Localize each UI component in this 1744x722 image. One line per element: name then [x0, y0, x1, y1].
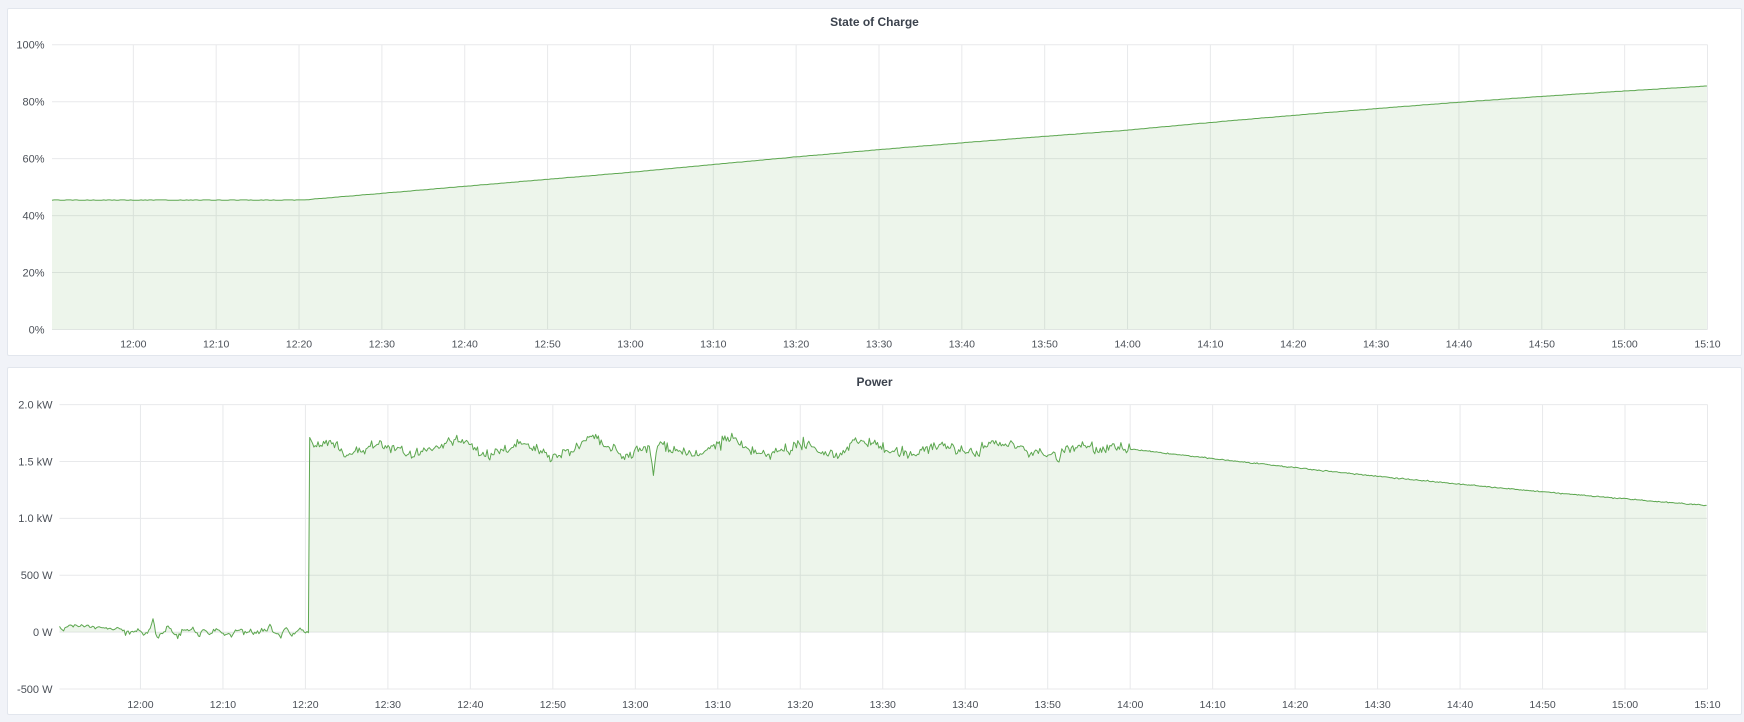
- svg-text:13:10: 13:10: [705, 699, 731, 711]
- svg-text:13:20: 13:20: [783, 339, 809, 351]
- svg-text:13:30: 13:30: [870, 699, 896, 711]
- svg-text:14:10: 14:10: [1200, 699, 1226, 711]
- svg-text:13:50: 13:50: [1035, 699, 1061, 711]
- svg-text:1.5 kW: 1.5 kW: [18, 456, 53, 468]
- svg-text:14:50: 14:50: [1529, 339, 1555, 351]
- svg-text:13:50: 13:50: [1032, 339, 1058, 351]
- svg-text:-500 W: -500 W: [17, 684, 53, 696]
- svg-text:12:00: 12:00: [127, 699, 153, 711]
- svg-text:15:00: 15:00: [1612, 699, 1638, 711]
- svg-text:14:20: 14:20: [1280, 339, 1306, 351]
- svg-text:13:40: 13:40: [952, 699, 978, 711]
- svg-text:14:30: 14:30: [1364, 699, 1390, 711]
- svg-text:20%: 20%: [22, 267, 44, 279]
- svg-text:14:00: 14:00: [1114, 339, 1140, 351]
- svg-text:500 W: 500 W: [21, 570, 53, 582]
- svg-text:12:20: 12:20: [286, 339, 312, 351]
- svg-text:12:30: 12:30: [375, 699, 401, 711]
- svg-text:0%: 0%: [29, 324, 45, 336]
- svg-text:14:00: 14:00: [1117, 699, 1143, 711]
- svg-text:2.0 kW: 2.0 kW: [18, 399, 53, 411]
- svg-text:13:10: 13:10: [700, 339, 726, 351]
- svg-text:12:10: 12:10: [210, 699, 236, 711]
- svg-text:15:10: 15:10: [1694, 699, 1720, 711]
- svg-text:80%: 80%: [22, 97, 44, 109]
- svg-text:13:30: 13:30: [866, 339, 892, 351]
- svg-text:12:20: 12:20: [292, 699, 318, 711]
- svg-text:1.0 kW: 1.0 kW: [18, 513, 53, 525]
- svg-text:13:20: 13:20: [787, 699, 813, 711]
- svg-text:12:10: 12:10: [203, 339, 229, 351]
- svg-text:0 W: 0 W: [33, 627, 53, 639]
- svg-text:12:30: 12:30: [369, 339, 395, 351]
- svg-text:14:20: 14:20: [1282, 699, 1308, 711]
- svg-text:14:50: 14:50: [1529, 699, 1555, 711]
- svg-text:12:00: 12:00: [120, 339, 146, 351]
- svg-text:15:10: 15:10: [1694, 339, 1720, 351]
- svg-text:12:40: 12:40: [457, 699, 483, 711]
- svg-text:13:40: 13:40: [949, 339, 975, 351]
- svg-text:Power: Power: [856, 375, 892, 389]
- svg-text:12:50: 12:50: [534, 339, 560, 351]
- svg-text:13:00: 13:00: [617, 339, 643, 351]
- svg-text:60%: 60%: [22, 153, 44, 165]
- svg-text:14:40: 14:40: [1447, 699, 1473, 711]
- svg-text:14:30: 14:30: [1363, 339, 1389, 351]
- svg-text:100%: 100%: [16, 40, 44, 52]
- svg-text:14:40: 14:40: [1446, 339, 1472, 351]
- svg-text:12:50: 12:50: [540, 699, 566, 711]
- svg-text:State of Charge: State of Charge: [830, 15, 919, 29]
- svg-text:12:40: 12:40: [452, 339, 478, 351]
- svg-text:13:00: 13:00: [622, 699, 648, 711]
- svg-text:14:10: 14:10: [1197, 339, 1223, 351]
- svg-text:15:00: 15:00: [1612, 339, 1638, 351]
- svg-text:40%: 40%: [22, 210, 44, 222]
